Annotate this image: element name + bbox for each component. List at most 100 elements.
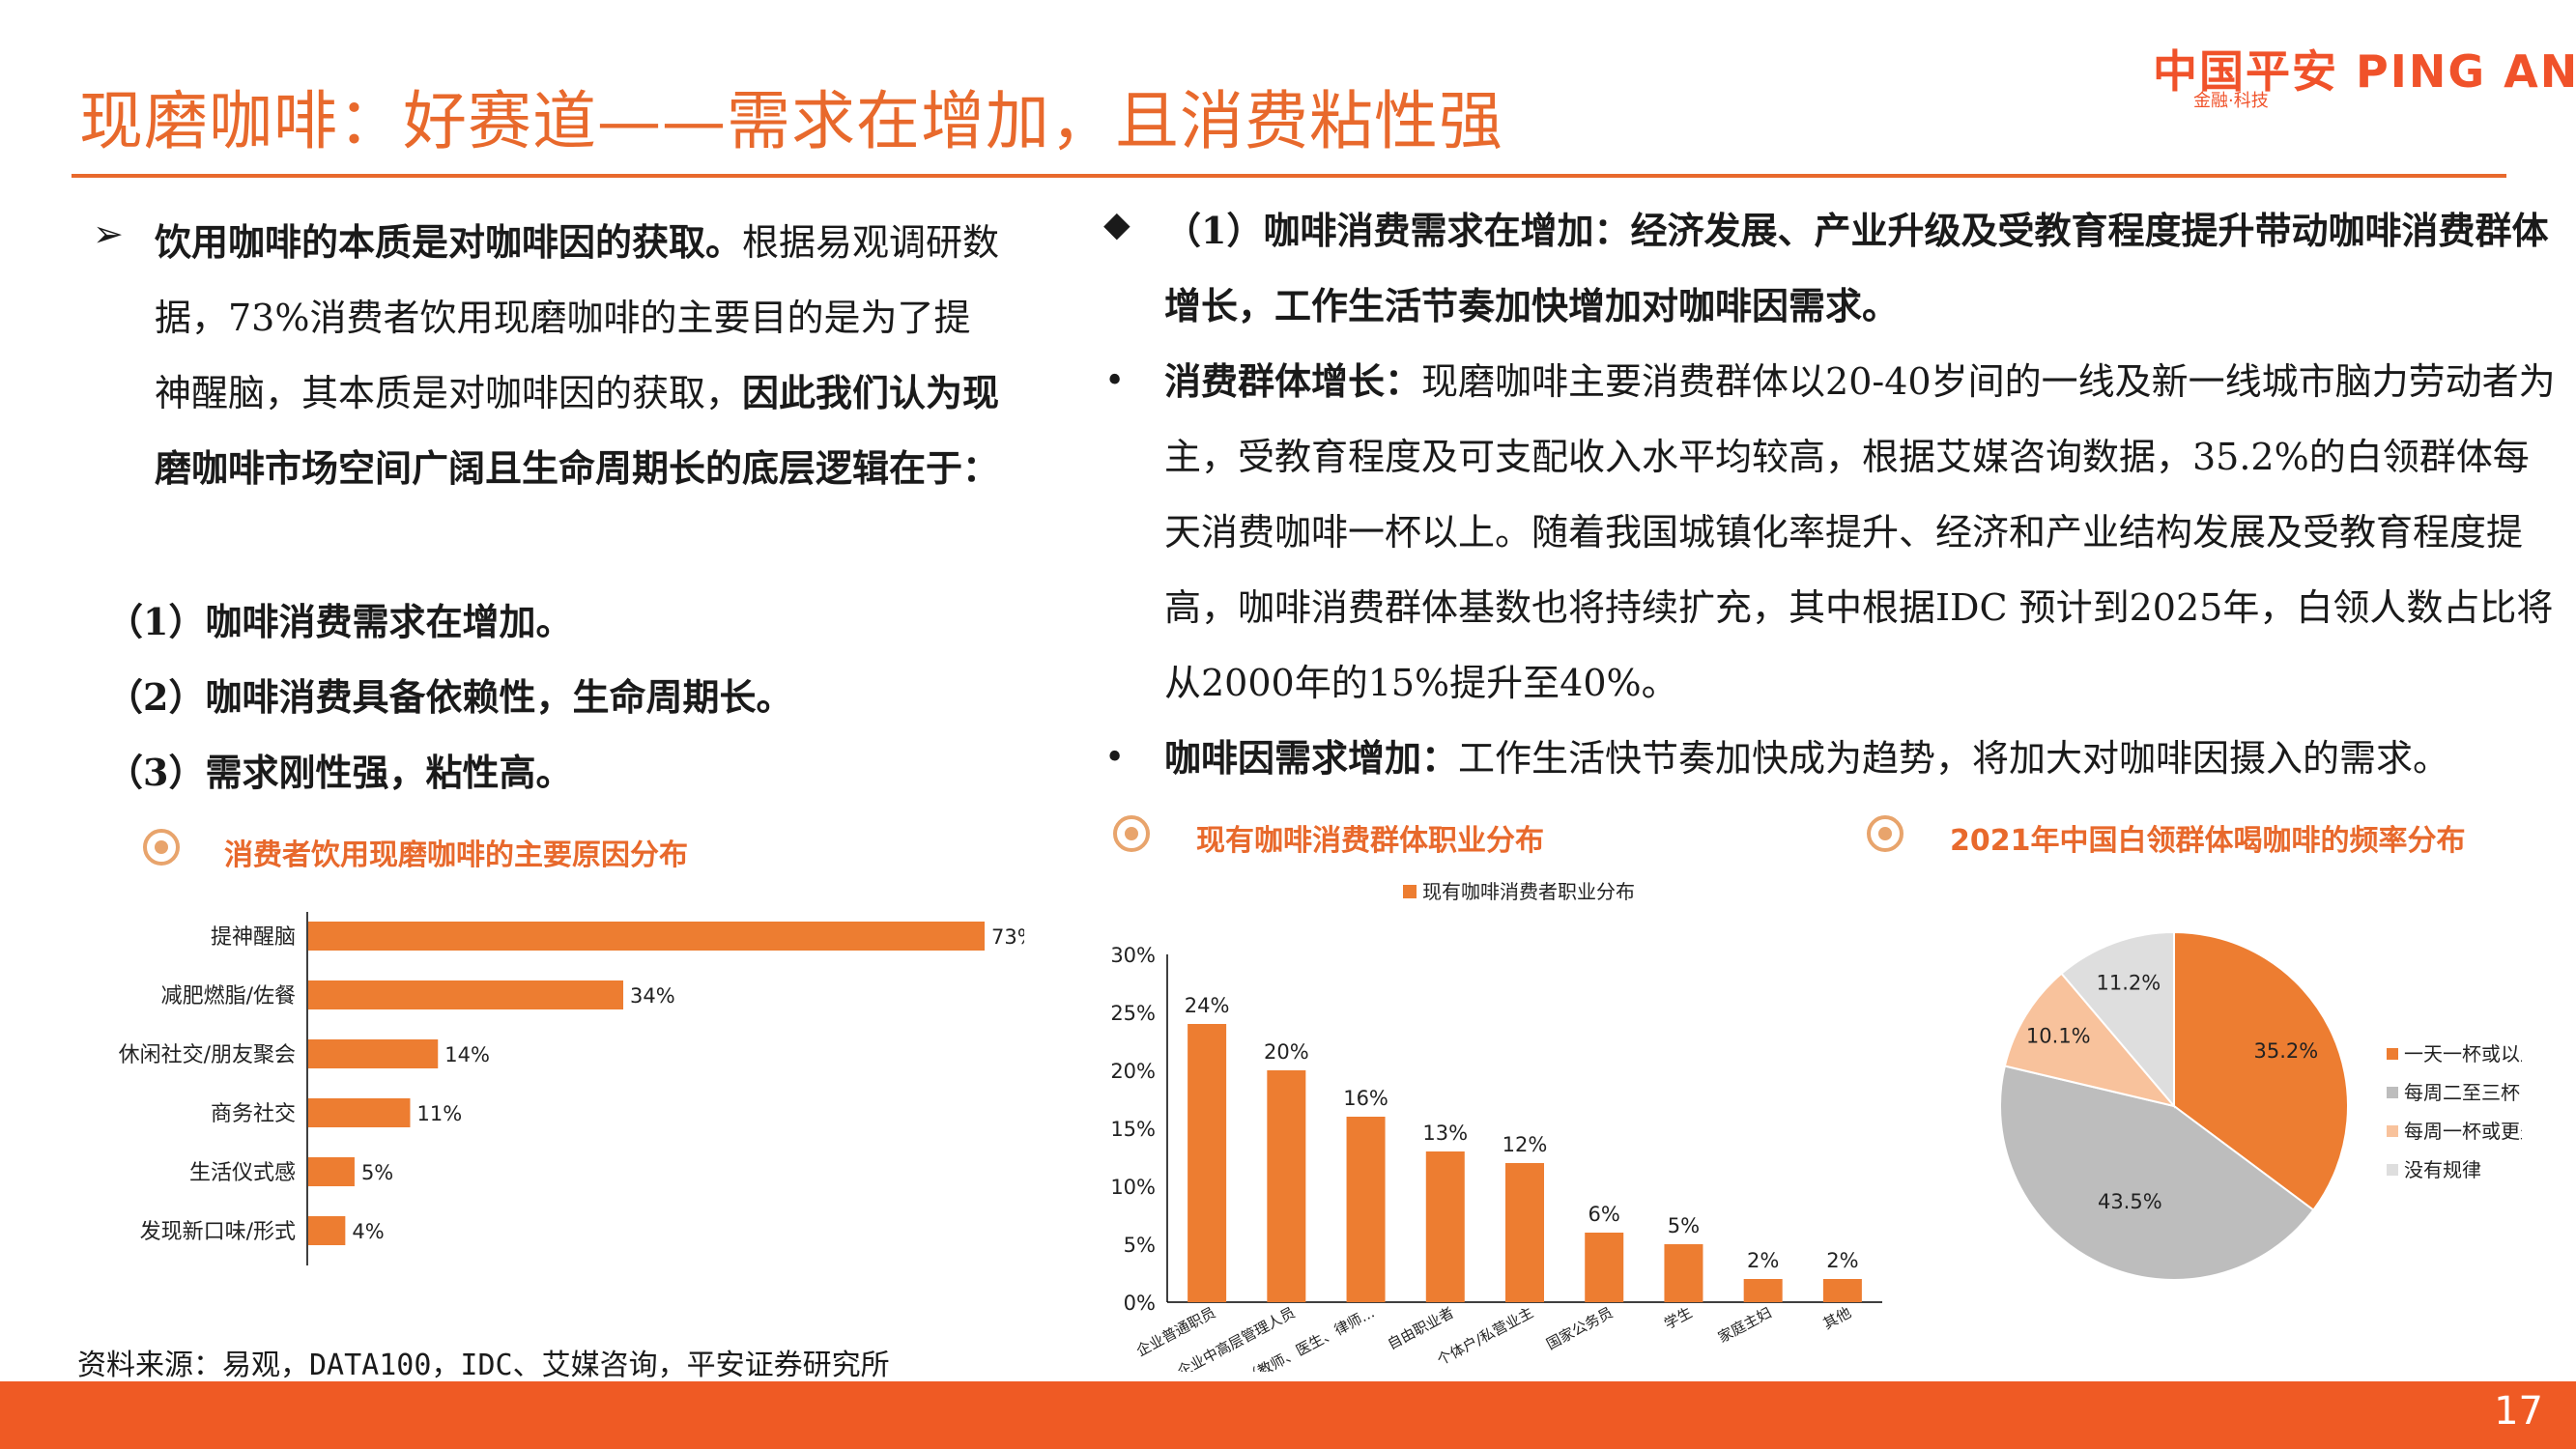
bar xyxy=(308,1157,355,1186)
bar xyxy=(308,1039,439,1068)
mid-chart-title: 现有咖啡消费群体职业分布 xyxy=(1196,824,1544,858)
frequency-pie-chart: 35.2% 43.5% 10.1% 11.2% 一天一杯或以上每周二至三杯每周一杯或更少… xyxy=(1999,930,2522,1281)
list-item: （2）咖啡消费具备依赖性，生命周期长。 xyxy=(106,675,793,719)
y-tick-label: 25% xyxy=(1110,1002,1156,1025)
value-label: 20% xyxy=(1264,1040,1309,1064)
pie-slice xyxy=(2173,930,2349,1212)
bar xyxy=(1822,1279,1862,1302)
bar xyxy=(308,1216,346,1245)
reason-list: （1）咖啡消费需求在增加。 （2）咖啡消费具备依赖性，生命周期长。 （3）需求刚… xyxy=(106,584,976,810)
bullet-text: 现磨咖啡主要消费群体以20-40岁间的一线及新一线城市脑力劳动者为主，受教育程度… xyxy=(1164,360,2556,704)
legend-swatch xyxy=(2387,1087,2398,1098)
value-label: 5% xyxy=(361,1161,393,1184)
y-tick-label: 5% xyxy=(1124,1234,1156,1257)
y-tick-label: 0% xyxy=(1124,1292,1156,1315)
pie-slice xyxy=(1999,1065,2315,1281)
bullet-label: 消费群体增长： xyxy=(1164,359,1422,403)
reason-chart-marks: 提神醒脑 73% 减肥燃脂/佐餐 34% 休闲社交/朋友聚会 14% 商务社交 11% 生活仪式… xyxy=(119,912,1024,1265)
legend-swatch xyxy=(2387,1125,2398,1137)
bullet-caffeine-demand: • 咖啡因需求增加：工作生活快节奏加快成为趋势，将加大对咖啡因摄入的需求。 xyxy=(1104,721,2556,796)
legend-label: 没有规律 xyxy=(2404,1158,2481,1181)
intro-conclusion: 因此我们认为现磨咖啡市场空间广阔且生命周期长的底层逻辑在于： xyxy=(155,371,1000,490)
value-label: 24% xyxy=(1185,994,1230,1017)
x-tick-label: 自由职业者 xyxy=(1385,1304,1457,1353)
pie-slice xyxy=(2060,930,2175,1109)
value-label: 2% xyxy=(1747,1249,1779,1272)
category-label: 减肥燃脂/佐餐 xyxy=(161,984,296,1009)
bar xyxy=(1188,1024,1227,1302)
bar xyxy=(1743,1279,1783,1302)
category-label: 休闲社交/朋友聚会 xyxy=(119,1043,296,1067)
bar xyxy=(1425,1151,1465,1302)
page-number: 17 xyxy=(2494,1389,2543,1434)
dot-bullet-icon: • xyxy=(1104,361,1126,401)
legend-label: 每周二至三杯 xyxy=(2404,1081,2520,1104)
x-tick-label: 学生 xyxy=(1661,1304,1695,1333)
legend-swatch xyxy=(2387,1164,2398,1176)
bar xyxy=(1664,1244,1703,1302)
category-label: 发现新口味/形式 xyxy=(140,1220,296,1244)
value-label: 2% xyxy=(1826,1249,1858,1272)
bar xyxy=(1346,1117,1386,1302)
occupation-chart-marks: 现有咖啡消费者职业分布0%5%10%15%20%25%30%24%企业普通职员2… xyxy=(1110,880,1882,1372)
intro-text: 根据易观调研数据，73%消费者饮用现磨咖啡的主要目的是为了提神醒脑，其本质是对咖… xyxy=(155,221,1000,414)
legend-label: 一天一杯或以上 xyxy=(2404,1042,2522,1065)
y-tick-label: 10% xyxy=(1110,1176,1156,1199)
bar xyxy=(308,1098,411,1127)
category-label: 商务社交 xyxy=(211,1102,296,1126)
reason-bar-chart: 提神醒脑 73% 减肥燃脂/佐餐 34% 休闲社交/朋友聚会 14% 商务社交 11% 生活仪式… xyxy=(119,912,1024,1265)
diamond-bullet-icon: ◆ xyxy=(1103,205,1131,244)
value-label: 13% xyxy=(1422,1122,1468,1145)
right-chart-title: 2021年中国白领群体喝咖啡的频率分布 xyxy=(1950,824,2466,858)
slice-label: 10.1% xyxy=(2026,1025,2091,1048)
list-item: （1）咖啡消费需求在增加。 xyxy=(106,600,573,643)
legend-swatch xyxy=(1403,885,1417,898)
legend-swatch xyxy=(2387,1048,2398,1060)
bar xyxy=(308,980,624,1009)
value-label: 16% xyxy=(1343,1087,1388,1110)
y-tick-label: 15% xyxy=(1110,1118,1156,1141)
value-label: 12% xyxy=(1503,1133,1548,1156)
bar xyxy=(1267,1070,1306,1302)
source-note: 资料来源：易观，DATA100，IDC、艾媒咨询，平安证券研究所 xyxy=(77,1349,890,1382)
occupation-bar-chart: 现有咖啡消费者职业分布0%5%10%15%20%25%30%24%企业普通职员2… xyxy=(1110,880,1882,1372)
demand-heading: （1）咖啡消费需求在增加：经济发展、产业升级及受教育程度提升带动咖啡消费群体增长… xyxy=(1164,209,2549,327)
slice-label: 43.5% xyxy=(2098,1190,2162,1213)
value-label: 73% xyxy=(991,925,1024,949)
intro-paragraph: 饮用咖啡的本质是对咖啡因的获取。根据易观调研数据，73%消费者饮用现磨咖啡的主要… xyxy=(155,205,1005,506)
bar xyxy=(1505,1163,1544,1302)
pingan-logo: 中国平安 PING AN xyxy=(2153,45,2576,98)
x-tick-label: 其他 xyxy=(1820,1304,1854,1333)
x-tick-label: 家庭主妇 xyxy=(1715,1304,1774,1347)
logo-tagline: 金融·科技 xyxy=(2193,91,2269,111)
intro-bold: 饮用咖啡的本质是对咖啡因的获取。 xyxy=(155,220,743,264)
y-tick-label: 20% xyxy=(1110,1060,1156,1083)
bullet-text: 工作生活快节奏加快成为趋势，将加大对咖啡因摄入的需求。 xyxy=(1458,737,2450,780)
bar xyxy=(1585,1233,1624,1302)
value-label: 34% xyxy=(630,984,675,1008)
legend-label: 现有咖啡消费者职业分布 xyxy=(1422,880,1635,903)
legend-label: 每周一杯或更少 xyxy=(2404,1120,2522,1143)
slice-label: 35.2% xyxy=(2253,1039,2318,1063)
value-label: 4% xyxy=(352,1220,384,1243)
section-target-icon xyxy=(1867,815,1903,852)
y-tick-label: 30% xyxy=(1110,944,1156,967)
footer-band xyxy=(0,1381,2576,1449)
list-item: （3）需求刚性强，粘性高。 xyxy=(106,751,573,794)
section-target-icon xyxy=(1113,815,1150,852)
dot-bullet-icon: • xyxy=(1104,738,1126,778)
value-label: 6% xyxy=(1589,1203,1620,1226)
section-target-icon xyxy=(143,829,180,866)
value-label: 14% xyxy=(444,1043,490,1066)
category-label: 提神醒脑 xyxy=(211,925,296,950)
pie-slice xyxy=(2003,972,2177,1108)
bullet-label: 咖啡因需求增加： xyxy=(1164,736,1459,780)
page-title: 现磨咖啡：好赛道——需求在增加，且消费粘性强 xyxy=(79,84,1503,158)
slice-label: 11.2% xyxy=(2096,972,2161,995)
bar xyxy=(308,922,985,951)
arrow-bullet-icon: ➢ xyxy=(93,213,124,255)
value-label: 11% xyxy=(416,1102,462,1125)
left-chart-title: 消费者饮用现磨咖啡的主要原因分布 xyxy=(224,838,688,872)
category-label: 生活仪式感 xyxy=(189,1161,296,1185)
frequency-chart-marks: 35.2% 43.5% 10.1% 11.2% 一天一杯或以上每周二至三杯每周一杯或更少… xyxy=(1999,930,2522,1281)
